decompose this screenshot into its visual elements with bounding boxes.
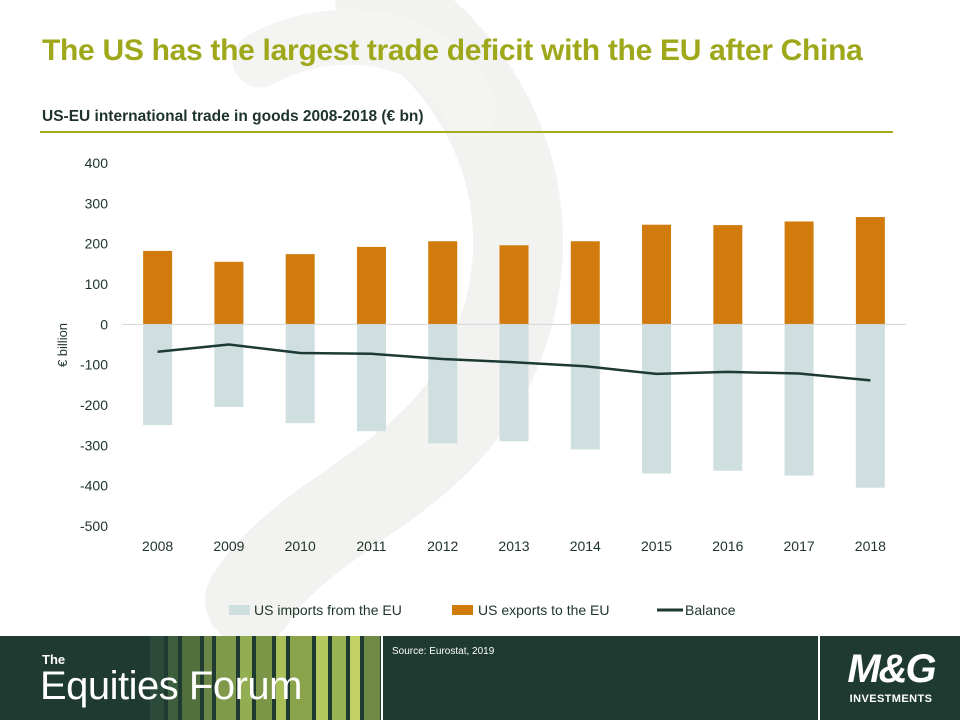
import-bar: [143, 324, 173, 426]
export-bar: [285, 254, 315, 325]
mg-logo: M&G INVESTMENTS: [836, 646, 946, 714]
import-bar: [642, 324, 672, 474]
x-tick-label: 2014: [570, 538, 601, 554]
y-tick-label: -100: [80, 357, 108, 373]
legend-swatch-imports: [229, 605, 250, 615]
footer-bar: The Equities Forum Source: Eurostat, 201…: [0, 636, 960, 720]
y-tick-label: 100: [85, 276, 109, 292]
background-swirl: [205, 0, 563, 636]
import-bars: [143, 324, 885, 488]
import-bar: [855, 324, 885, 488]
import-bar: [713, 324, 743, 471]
legend-swatch-exports: [452, 605, 473, 615]
y-tick-label: -500: [80, 518, 108, 534]
source-note: Source: Eurostat, 2019: [392, 646, 495, 657]
legend: US imports from the EU US exports to the …: [229, 602, 736, 618]
export-bars: [143, 217, 885, 325]
export-bar: [855, 217, 885, 325]
subtitle-rule: [40, 131, 893, 133]
y-ticks: 400 300 200 100 0 -100 -200 -300 -400 -500: [80, 155, 108, 534]
x-tick-label: 2012: [427, 538, 458, 554]
export-bar: [713, 225, 743, 325]
y-tick-label: 200: [85, 236, 109, 252]
import-bar: [499, 324, 529, 442]
footer-stripes: [150, 636, 380, 720]
x-tick-label: 2008: [142, 538, 173, 554]
export-bar: [143, 250, 173, 325]
export-bar: [428, 241, 458, 325]
x-tick-label: 2010: [285, 538, 316, 554]
export-bar: [642, 224, 672, 325]
balance-series: [157, 343, 871, 382]
y-tick-label: 400: [85, 155, 109, 171]
import-bar: [285, 324, 315, 424]
import-bar: [428, 324, 458, 444]
logo-sub-text: INVESTMENTS: [849, 693, 933, 705]
export-bar: [784, 221, 814, 325]
legend-label-exports: US exports to the EU: [478, 602, 610, 618]
footer-divider-left: [381, 636, 383, 720]
logo-main-text: M&G: [847, 647, 936, 691]
x-tick-label: 2015: [641, 538, 672, 554]
page-title: The US has the largest trade deficit wit…: [42, 34, 863, 67]
export-bar: [356, 246, 386, 325]
legend-label-balance: Balance: [685, 602, 736, 618]
y-axis-label: € billion: [55, 323, 70, 367]
x-tick-label: 2009: [213, 538, 244, 554]
legend-label-imports: US imports from the EU: [254, 602, 402, 618]
brand-name: Equities Forum: [40, 664, 302, 708]
trade-chart: € billion 400 300 200 100 0 -100 -200 -300 -400 -…: [55, 155, 906, 618]
import-bar: [784, 324, 814, 476]
footer-divider-right: [818, 636, 820, 720]
x-ticks: 2008 2009 2010 2011 2012 2013 2014 2015 2016 2017…: [142, 538, 886, 554]
export-bar: [570, 241, 600, 325]
import-bar: [570, 324, 600, 450]
x-tick-label: 2018: [855, 538, 886, 554]
chart-subtitle: US-EU international trade in goods 2008-…: [42, 108, 424, 125]
x-tick-label: 2016: [712, 538, 743, 554]
y-tick-label: 300: [85, 195, 109, 211]
y-tick-label: -200: [80, 397, 108, 413]
x-tick-label: 2013: [498, 538, 529, 554]
y-tick-label: 0: [100, 316, 108, 332]
import-bar: [356, 324, 386, 432]
export-bar: [499, 245, 529, 325]
x-tick-label: 2011: [356, 538, 386, 554]
y-tick-label: -300: [80, 437, 108, 453]
export-bar: [214, 261, 244, 325]
import-bar: [214, 324, 244, 408]
x-tick-label: 2017: [784, 538, 815, 554]
balance-line: [157, 343, 871, 382]
y-axis-label-group: € billion: [55, 323, 70, 367]
y-tick-label: -400: [80, 478, 108, 494]
brand-prefix: The: [42, 652, 66, 667]
